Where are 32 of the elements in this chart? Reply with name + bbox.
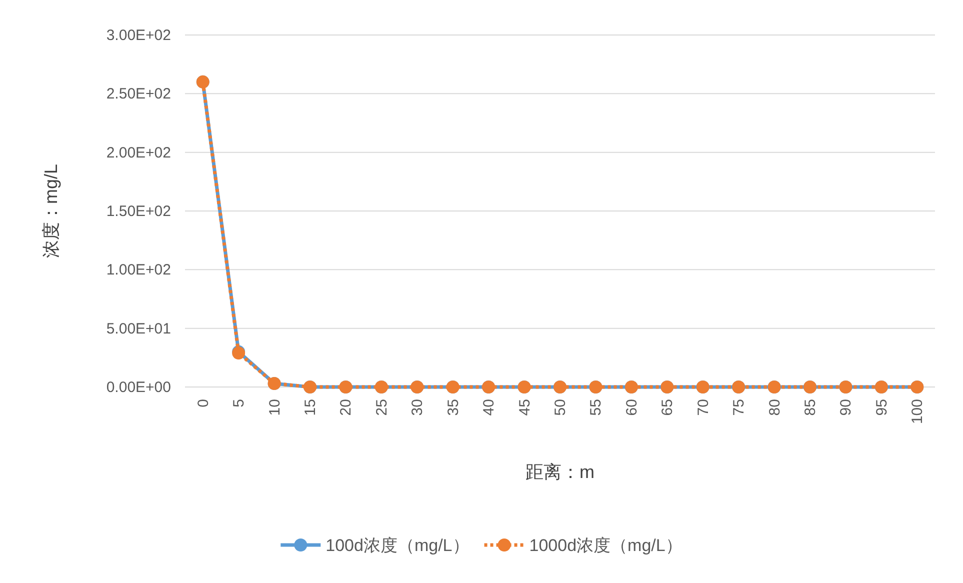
y-tick-label: 0.00E+00 bbox=[106, 379, 171, 396]
x-tick-label: 30 bbox=[409, 399, 426, 416]
x-tick-label: 70 bbox=[694, 399, 712, 416]
x-tick-label: 0 bbox=[194, 399, 212, 408]
x-tick-label: 10 bbox=[266, 399, 284, 416]
x-axis-title: 距离：m bbox=[526, 462, 594, 482]
y-tick-label: 2.00E+02 bbox=[106, 144, 171, 162]
y-tick-label: 5.00E+01 bbox=[106, 320, 171, 338]
x-tick-label: 75 bbox=[730, 399, 748, 416]
y-tick-label: 1.00E+02 bbox=[106, 262, 171, 279]
y-axis-title: 浓度：mg/L bbox=[41, 164, 61, 258]
x-tick-label: 50 bbox=[552, 399, 569, 416]
y-tick-label: 1.50E+02 bbox=[106, 203, 171, 220]
x-tick-label: 60 bbox=[623, 399, 640, 416]
x-tick-label: 85 bbox=[802, 399, 819, 416]
x-tick-label: 65 bbox=[659, 399, 676, 416]
x-tick-label: 15 bbox=[302, 399, 319, 416]
x-tick-label: 35 bbox=[444, 399, 462, 416]
x-tick-label: 40 bbox=[480, 399, 498, 416]
x-tick-label: 90 bbox=[838, 399, 855, 416]
y-tick-label: 3.00E+02 bbox=[106, 27, 171, 44]
x-tick-label: 80 bbox=[766, 399, 784, 416]
x-tick-label: 55 bbox=[588, 399, 605, 416]
x-tick-label: 25 bbox=[373, 399, 390, 416]
legend-label: 100d浓度（mg/L） bbox=[326, 536, 470, 555]
x-tick-label: 45 bbox=[516, 399, 534, 416]
x-tick-label: 5 bbox=[230, 399, 248, 408]
x-tick-label: 95 bbox=[873, 399, 890, 416]
x-tick-label: 100 bbox=[909, 399, 926, 424]
y-tick-label: 2.50E+02 bbox=[106, 86, 171, 103]
legend-label: 1000d浓度（mg/L） bbox=[529, 536, 682, 555]
x-tick-label: 20 bbox=[338, 399, 355, 416]
